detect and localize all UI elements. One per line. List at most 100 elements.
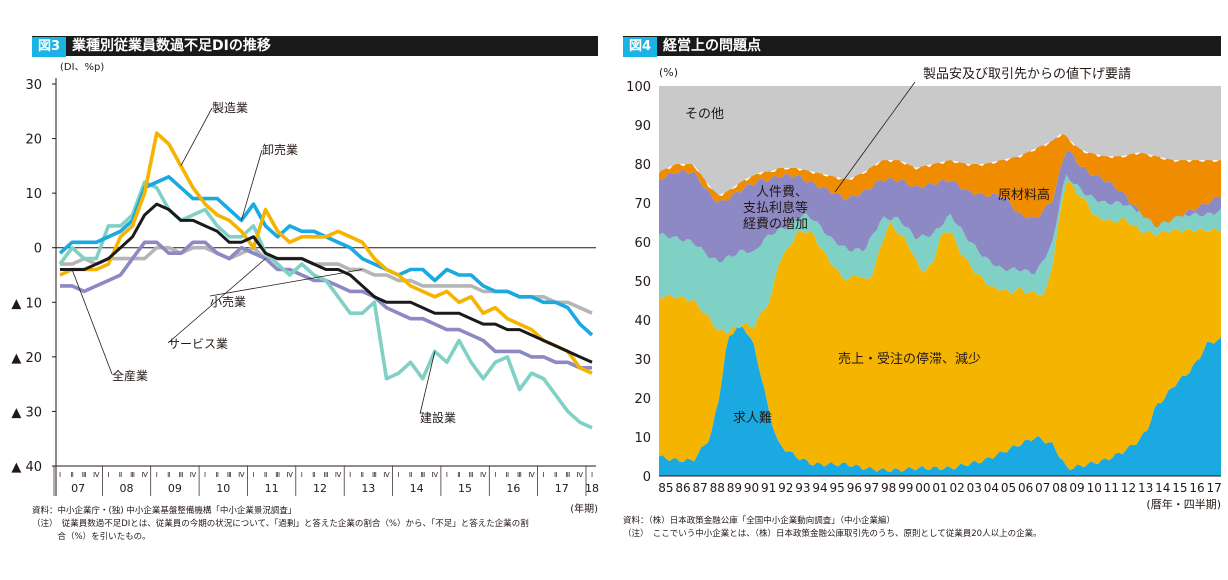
y-tick-label: 0 (34, 242, 42, 257)
x-tick-label: 09 (1069, 481, 1084, 495)
x-tick-label: 08 (1052, 481, 1067, 495)
quarter-label: Ⅱ (264, 471, 267, 479)
quarter-label: Ⅳ (286, 471, 293, 479)
quarter-label: Ⅲ (275, 471, 280, 479)
y-tick-label: 10 (634, 431, 651, 446)
quarter-label: Ⅳ (480, 471, 487, 479)
quarter-label: Ⅰ (59, 471, 61, 479)
x-tick-label: 15 (1172, 481, 1187, 495)
x-tick-label: 02 (949, 481, 964, 495)
series-label-5: 全産業 (112, 368, 148, 383)
quarter-label: Ⅰ (494, 471, 496, 479)
series-label-1: 卸売業 (262, 142, 298, 157)
y-tick-label: ▲ 40 (11, 460, 42, 475)
quarter-label: Ⅳ (335, 471, 342, 479)
quarter-label: Ⅰ (204, 471, 206, 479)
fig3-ylabel: (DI、%p) (60, 62, 104, 73)
y-tick-label: 100 (626, 80, 651, 95)
x-tick-label: 04 (984, 481, 999, 495)
y-tick-label: 60 (634, 236, 651, 251)
y-tick-label: 20 (634, 392, 651, 407)
area-3 (659, 150, 1221, 275)
callout-leader (71, 269, 113, 375)
area-5 (659, 86, 1221, 195)
y-tick-label: 90 (634, 119, 651, 134)
quarter-label: Ⅳ (93, 471, 100, 479)
year-label: 16 (506, 482, 520, 495)
x-tick-label: 95 (830, 481, 845, 495)
x-tick-label: 96 (847, 481, 862, 495)
neage-leader (834, 81, 916, 193)
x-tick-label: 03 (967, 481, 982, 495)
year-label: 07 (71, 482, 85, 495)
label-kyujinnan: 求人難 (733, 411, 772, 426)
year-label: 15 (458, 482, 472, 495)
fig3-source: 資料：中小企業庁・(独) 中小企業基盤整備機構「中小企業景況調査」 (32, 506, 297, 516)
quarter-label: Ⅰ (591, 471, 593, 479)
callout-leader (209, 269, 363, 297)
x-tick-label: 12 (1121, 481, 1136, 495)
quarter-label: Ⅲ (324, 471, 329, 479)
x-tick-label: 01 (932, 481, 947, 495)
x-tick-label: 99 (898, 481, 913, 495)
year-label: 13 (361, 482, 375, 495)
fig3-note-line1: （注） 従業員数過不足DIとは、従業員の今期の状況について、「過剰」と答えた企業… (32, 519, 529, 529)
y-tick-label: 70 (634, 197, 651, 212)
quarter-label: Ⅱ (409, 471, 412, 479)
y-tick-label: 0 (643, 470, 651, 485)
quarter-label: Ⅱ (506, 471, 509, 479)
x-tick-label: 97 (864, 481, 879, 495)
x-tick-label: 00 (915, 481, 930, 495)
fig4-xlabel: (暦年・四半期) (1146, 497, 1221, 511)
quarter-label: Ⅰ (301, 471, 303, 479)
series-line-4 (58, 180, 593, 430)
callout-leader (240, 149, 263, 221)
series-label-4: 建設業 (420, 410, 456, 425)
fig3-title-bar: 図3 業種別従業員数過不足DIの推移 (32, 36, 598, 57)
quarter-label: Ⅰ (398, 471, 400, 479)
quarter-label: Ⅲ (469, 471, 474, 479)
quarter-label: Ⅳ (528, 471, 535, 479)
x-tick-label: 88 (710, 481, 725, 495)
x-tick-label: 17 (1207, 481, 1222, 495)
y-tick-label: 10 (25, 187, 42, 202)
fig3-tag: 図3 (32, 37, 67, 57)
fig3-xlabel: (年期) (570, 502, 598, 515)
quarter-label: Ⅱ (361, 471, 364, 479)
quarter-label: Ⅱ (70, 471, 73, 479)
label-jinkenhi-3: 経費の増加 (743, 217, 808, 232)
quarter-label: Ⅰ (156, 471, 158, 479)
x-tick-label: 94 (812, 481, 827, 495)
y-tick-label: ▲ 30 (11, 405, 42, 420)
quarter-label: Ⅰ (446, 471, 448, 479)
x-tick-label: 16 (1189, 481, 1204, 495)
year-label: 09 (168, 482, 182, 495)
x-tick-label: 92 (778, 481, 793, 495)
series-label-2: 小売業 (210, 294, 246, 309)
quarter-label: Ⅲ (420, 471, 425, 479)
area-2 (659, 174, 1221, 334)
series-line-0 (59, 131, 593, 375)
quarter-label: Ⅲ (372, 471, 377, 479)
year-label: 18 (585, 482, 599, 495)
x-tick-label: 14 (1155, 481, 1170, 495)
x-tick-label: 05 (1001, 481, 1016, 495)
year-label: 12 (313, 482, 327, 495)
x-tick-label: 90 (744, 481, 759, 495)
label-sonota: その他 (685, 107, 724, 122)
quarter-label: Ⅱ (119, 471, 122, 479)
area-4 (659, 133, 1221, 228)
year-label: 10 (216, 482, 230, 495)
year-label: 17 (555, 482, 569, 495)
label-jinkenhi-2: 支払利息等 (743, 200, 808, 216)
x-tick-label: 07 (1035, 481, 1050, 495)
x-tick-label: 11 (1104, 481, 1119, 495)
series-line-5 (60, 202, 593, 364)
quarter-label: Ⅳ (432, 471, 439, 479)
quarter-label: Ⅲ (227, 471, 232, 479)
year-label: 11 (265, 482, 279, 495)
series-line-3 (60, 240, 592, 370)
x-tick-label: 91 (761, 481, 776, 495)
quarter-label: Ⅲ (178, 471, 183, 479)
x-tick-label: 06 (1018, 481, 1033, 495)
